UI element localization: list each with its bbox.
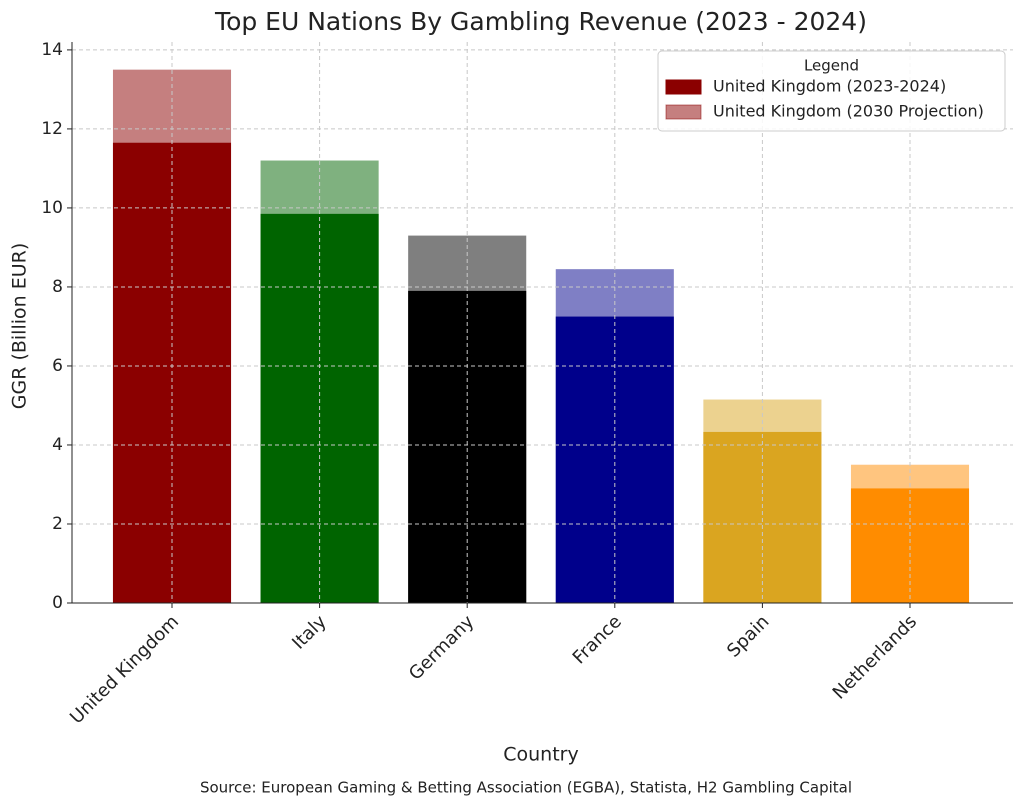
source-note: Source: European Gaming & Betting Associ… xyxy=(200,779,852,797)
legend-title: Legend xyxy=(804,57,859,75)
y-tick-label: 10 xyxy=(41,198,63,218)
y-tick-label: 6 xyxy=(52,356,63,376)
x-tick-label: Netherlands xyxy=(829,611,921,703)
x-tick-label: France xyxy=(569,611,626,668)
legend-box xyxy=(657,50,1006,132)
legend-swatch xyxy=(665,104,702,120)
legend-label: United Kingdom (2023-2024) xyxy=(713,77,946,96)
y-tick-label: 0 xyxy=(52,593,63,613)
legend-swatch xyxy=(665,79,702,95)
x-tick-label: Italy xyxy=(288,611,331,654)
y-tick-label: 2 xyxy=(52,514,63,534)
y-tick-label: 14 xyxy=(41,40,63,60)
x-tick-label: Germany xyxy=(405,611,479,685)
bar xyxy=(408,290,527,603)
y-axis-label: GGR (Billion EUR) xyxy=(9,243,31,409)
x-tick-label: United Kingdom xyxy=(66,611,183,728)
y-tick-label: 8 xyxy=(52,277,63,297)
y-tick-label: 12 xyxy=(41,119,63,139)
chart-title: Top EU Nations By Gambling Revenue (2023… xyxy=(214,7,867,36)
y-tick-label: 4 xyxy=(52,435,63,455)
x-tick-label: Spain xyxy=(723,611,773,661)
x-axis-label: Country xyxy=(503,744,578,766)
legend-label: United Kingdom (2030 Projection) xyxy=(713,102,984,121)
